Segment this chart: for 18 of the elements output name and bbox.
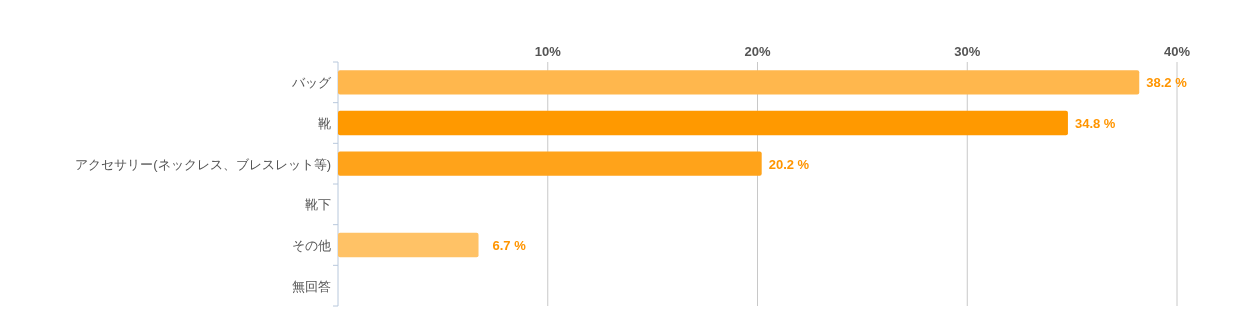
bar: [338, 70, 1140, 95]
data-label: 34.8 %: [1074, 116, 1116, 131]
x-tick-label: 10%: [534, 44, 562, 59]
bar: [338, 110, 1068, 136]
y-tick-label: その他: [292, 238, 331, 253]
bar: [338, 232, 479, 258]
x-tick-label: 20%: [744, 44, 771, 59]
data-label: 6.7 %: [492, 238, 527, 253]
data-label: 38.2 %: [1146, 75, 1188, 91]
y-tick-label: 靴下: [305, 197, 331, 213]
y-tick-label: 無回答: [292, 278, 331, 294]
data-label: 20.2 %: [768, 156, 810, 172]
y-tick-label: アクセサリー(ネックレス、ブレスレット等): [75, 156, 331, 172]
x-tick-label: 30%: [954, 44, 981, 59]
y-tick-label: 靴: [318, 116, 331, 131]
x-tick-label: 40%: [1163, 44, 1191, 59]
y-tick-label: バッグ: [291, 75, 332, 91]
bar: [338, 151, 762, 176]
